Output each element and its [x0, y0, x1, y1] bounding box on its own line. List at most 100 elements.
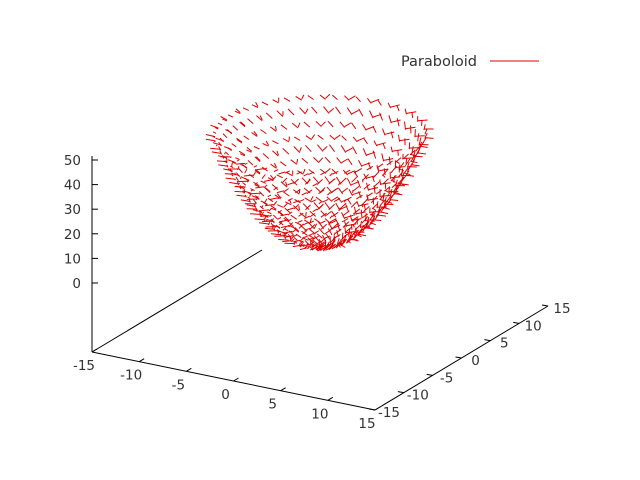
surface-mark: [264, 187, 271, 193]
surface-mark: [282, 138, 290, 143]
surface-mark: [344, 122, 352, 128]
y-tick: [455, 356, 462, 359]
surface-mark: [280, 124, 288, 130]
surface-mark: [236, 194, 247, 197]
y-tick-label: 15: [553, 301, 570, 317]
surface-mark: [352, 232, 357, 237]
surface-mark: [380, 211, 389, 215]
surface-mark: [360, 226, 367, 232]
surface-mark: [251, 195, 260, 200]
surface-mark: [373, 140, 378, 147]
surface-mark: [304, 197, 312, 203]
surface-mark: [240, 121, 246, 127]
surface-mark: [265, 140, 269, 146]
surface-mark: [247, 118, 254, 124]
surface-mark: [384, 131, 395, 135]
surface-mark: [322, 146, 328, 151]
surface-mark: [318, 189, 325, 195]
surface-mark: [251, 132, 258, 137]
surface-mark: [329, 134, 336, 141]
surface-mark: [239, 176, 242, 180]
surface-mark: [360, 209, 363, 218]
surface-mark: [380, 182, 391, 185]
surface-mark: [329, 215, 333, 219]
surface-mark: [272, 140, 279, 145]
surface-mark: [212, 131, 217, 134]
surface-mark: [323, 106, 330, 114]
surface-mark: [390, 179, 396, 183]
surface-mark: [353, 212, 355, 216]
surface-mark: [405, 174, 414, 177]
surface-mark: [301, 157, 309, 164]
surface-mark: [299, 224, 307, 231]
surface-mark: [293, 242, 296, 245]
surface-mark: [261, 220, 272, 223]
surface-mark: [379, 179, 382, 186]
surface-mark: [372, 207, 377, 211]
surface-mark: [328, 144, 336, 152]
surface-mark: [222, 118, 228, 122]
surface-mark: [362, 123, 367, 131]
surface-mark: [276, 150, 279, 156]
surface-mark: [328, 203, 335, 211]
surface-mark: [298, 212, 304, 217]
surface-mark: [345, 226, 353, 233]
x-tick-label: 5: [268, 397, 277, 413]
surface-mark: [323, 235, 330, 240]
surface-mark: [410, 160, 418, 164]
surface-mark: [251, 204, 254, 207]
surface-mark: [276, 110, 284, 117]
surface-mark: [282, 147, 290, 155]
surface-mark: [325, 211, 332, 216]
surface-mark: [263, 167, 268, 171]
surface-mark: [235, 108, 241, 113]
surface-mark: [379, 112, 384, 121]
surface-mark: [341, 187, 349, 193]
surface-mark: [259, 115, 263, 121]
surface-mark: [397, 150, 399, 156]
surface-mark: [307, 95, 314, 100]
surface-mark: [351, 175, 359, 183]
x-tick: [91, 348, 98, 353]
surface-mark: [358, 108, 364, 117]
ticks: [91, 159, 549, 411]
surface-mark: [267, 194, 272, 198]
surface-mark: [331, 168, 338, 175]
surface-mark: [363, 138, 368, 145]
surface-mark: [273, 169, 279, 172]
surface-mark: [287, 108, 295, 116]
surface-mark: [287, 218, 292, 222]
surface-mark: [316, 241, 321, 245]
surface-mark: [392, 191, 400, 195]
surface-mark: [329, 188, 337, 194]
surface-mark: [315, 245, 319, 250]
surface-mark: [405, 126, 416, 130]
surface-mark: [305, 135, 312, 141]
x-tick-label: 10: [311, 406, 328, 422]
surface-mark: [234, 110, 241, 115]
surface-mark: [260, 205, 264, 209]
surface-mark: [222, 133, 228, 139]
y-tick: [513, 321, 520, 324]
surface-mark: [243, 135, 250, 140]
surface-mark: [246, 179, 250, 183]
surface-mark: [283, 191, 290, 197]
surface-mark: [231, 143, 237, 148]
surface-mark: [266, 218, 275, 223]
surface-mark: [244, 169, 248, 174]
surface-mark: [298, 205, 300, 211]
surface-mark: [341, 158, 349, 164]
surface-mark: [382, 178, 389, 185]
surface-mark: [273, 200, 278, 206]
x-tick-label: -10: [120, 368, 142, 384]
surface-mark: [284, 170, 290, 174]
surface-mark: [342, 210, 350, 216]
surface-mark: [327, 243, 330, 248]
surface-mark: [424, 137, 434, 139]
surface-mark: [254, 170, 261, 175]
y-tick: [426, 373, 433, 376]
surface-mark: [331, 196, 339, 201]
surface-mark: [358, 233, 367, 237]
z-tick-label: 40: [64, 178, 81, 194]
surface-mark: [260, 129, 267, 135]
